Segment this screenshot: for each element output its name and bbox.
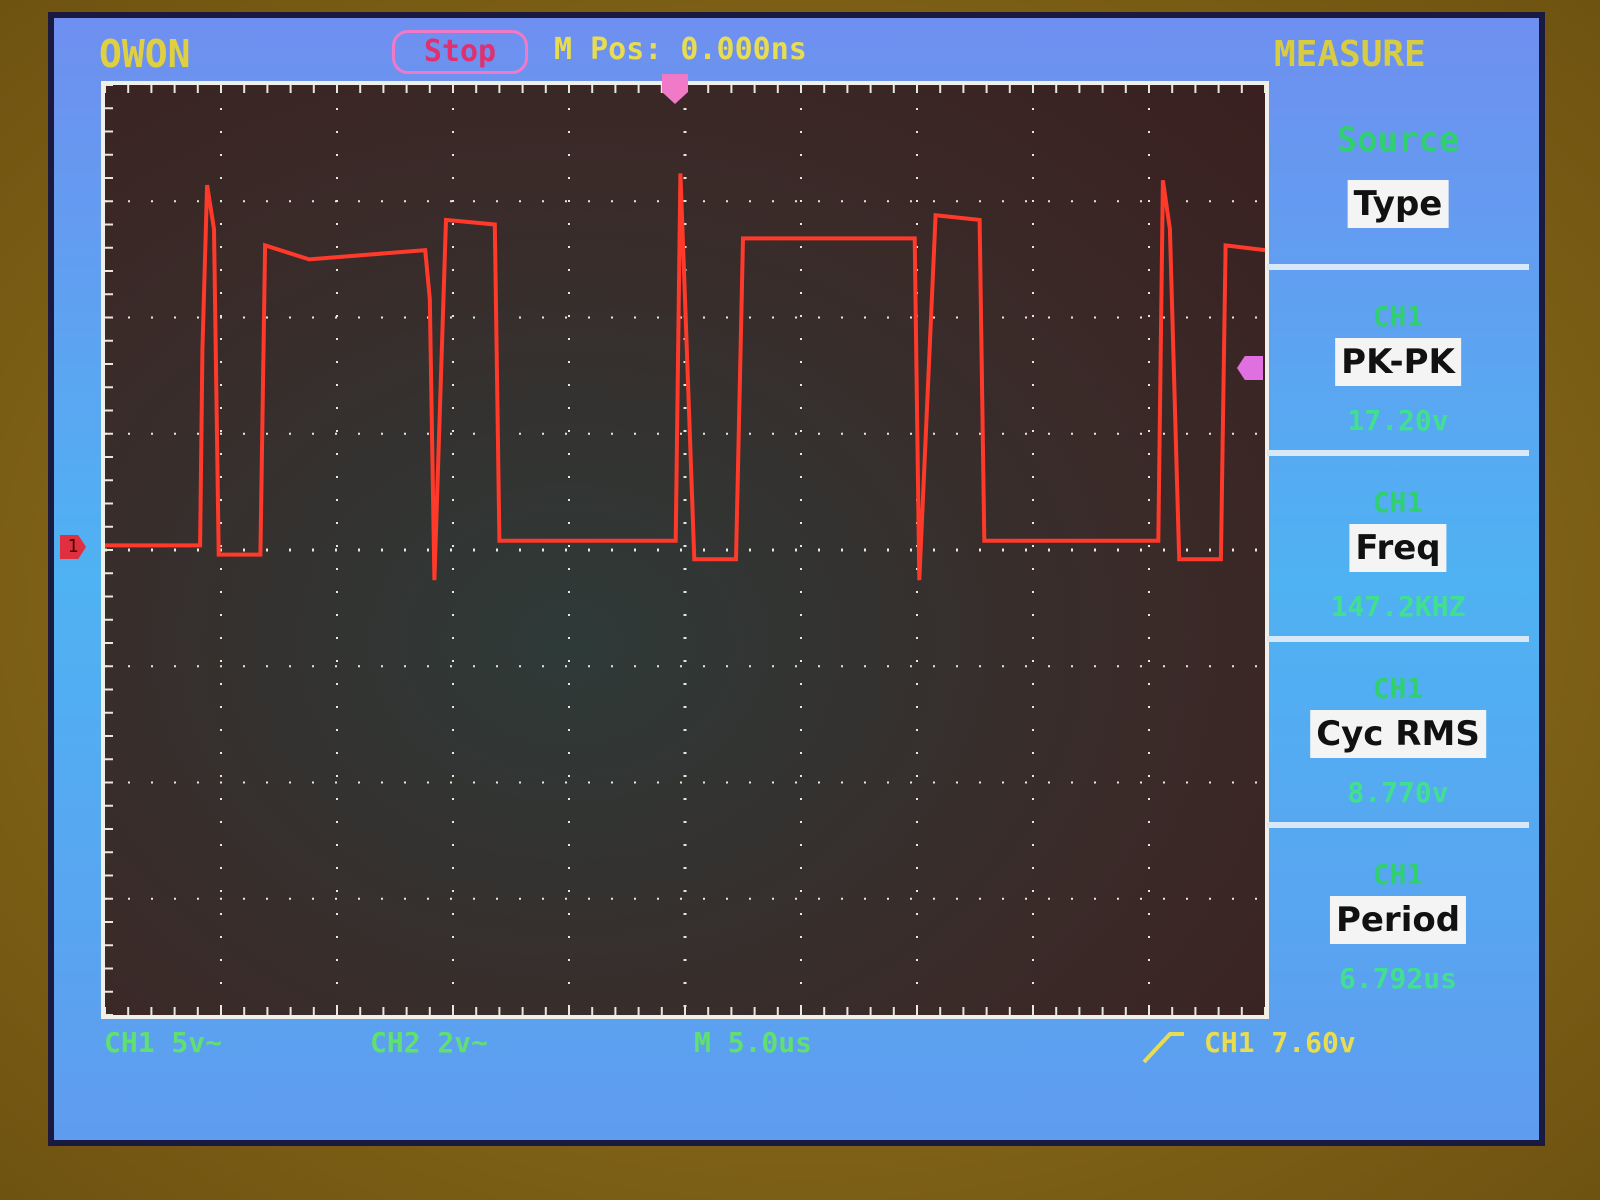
menu-item-label: CH1 <box>1372 300 1424 333</box>
pkpk-value: 17.20v <box>1347 404 1449 437</box>
waveform-display <box>101 81 1269 1019</box>
menu-item-freq[interactable]: CH1 Freq 147.2KHZ <box>1267 456 1529 642</box>
menu-item-label: Source <box>1336 120 1460 160</box>
timebase: M 5.0us <box>694 1026 813 1059</box>
menu-item-label: CH1 <box>1372 858 1424 891</box>
cyc-rms-button[interactable]: Cyc RMS <box>1310 710 1486 758</box>
top-bar: OWON Stop M Pos: 0.000ns MEASURE <box>54 18 1539 80</box>
menu-item-pkpk[interactable]: CH1 PK-PK 17.20v <box>1267 270 1529 456</box>
menu-title: MEASURE <box>1274 34 1426 75</box>
rising-edge-icon <box>1142 1028 1186 1071</box>
menu-item-cyc-rms[interactable]: CH1 Cyc RMS 8.770v <box>1267 642 1529 828</box>
brand-logo: OWON <box>99 32 191 76</box>
ch1-scale: CH1 5v~ <box>104 1026 223 1059</box>
pkpk-button[interactable]: PK-PK <box>1335 338 1461 386</box>
measure-menu: Source Type CH1 PK-PK 17.20v CH1 Freq 14… <box>1267 84 1529 1008</box>
menu-item-period[interactable]: CH1 Period 6.792us <box>1267 828 1529 1008</box>
menu-item-label: CH1 <box>1372 486 1424 519</box>
period-button[interactable]: Period <box>1329 896 1467 944</box>
trigger-level: CH1 7.60v <box>1204 1026 1356 1059</box>
type-button[interactable]: Type <box>1347 180 1449 228</box>
menu-item-source-type[interactable]: Source Type <box>1267 84 1529 270</box>
horizontal-position: M Pos: 0.000ns <box>554 32 807 67</box>
cyc-rms-value: 8.770v <box>1347 776 1449 809</box>
waveform-svg <box>105 85 1265 1015</box>
menu-item-label: CH1 <box>1372 672 1424 705</box>
ch2-scale: CH2 2v~ <box>370 1026 489 1059</box>
oscilloscope-screen: OWON Stop M Pos: 0.000ns MEASURE 1 Sourc… <box>48 12 1545 1146</box>
ch1-trace <box>105 173 1265 581</box>
freq-value: 147.2KHZ <box>1330 590 1466 623</box>
run-state-badge[interactable]: Stop <box>392 30 528 74</box>
ch1-ground-marker[interactable]: 1 <box>60 535 86 559</box>
status-bar: CH1 5v~ CH2 2v~ M 5.0us CH1 7.60v <box>54 1018 1539 1078</box>
freq-button[interactable]: Freq <box>1349 524 1447 572</box>
period-value: 6.792us <box>1338 962 1457 995</box>
